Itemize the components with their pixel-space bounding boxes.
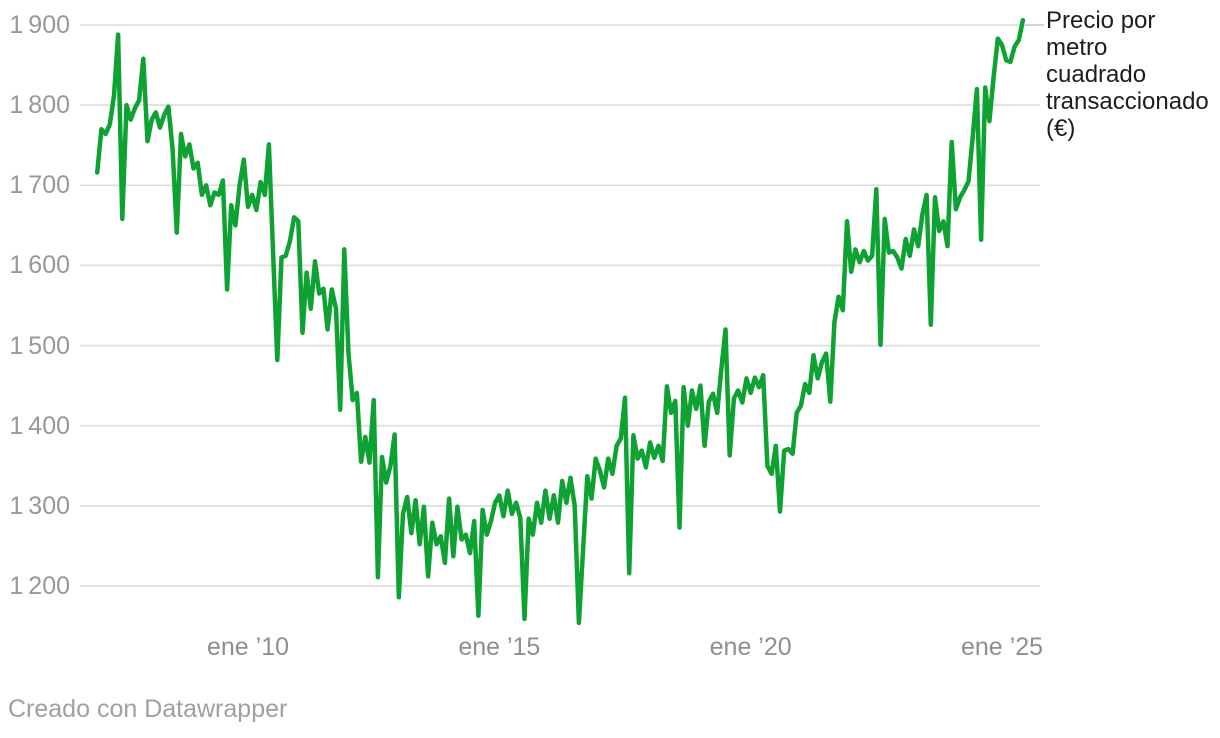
series-annotation: Precio por metro cuadrado transaccionado (€) bbox=[1046, 7, 1220, 142]
x-axis-tick-label: ene ’25 bbox=[960, 633, 1044, 661]
x-axis-tick-label: ene ’10 bbox=[206, 633, 290, 661]
x-axis-tick-label: ene ’15 bbox=[458, 633, 541, 661]
attribution-footer: Creado con Datawrapper bbox=[8, 695, 288, 723]
y-axis-tick-label: 1 300 bbox=[9, 491, 70, 520]
annotation-line: transaccionado bbox=[1046, 88, 1209, 115]
y-axis-tick-label: 1 400 bbox=[9, 411, 70, 440]
price-line-series bbox=[94, 17, 1026, 626]
annotation-line: cuadrado bbox=[1046, 61, 1147, 88]
y-axis-tick-label: 1 800 bbox=[9, 91, 70, 120]
annotation-line: metro bbox=[1046, 34, 1108, 61]
annotation-line: (€) bbox=[1046, 115, 1076, 142]
y-axis-tick-label: 1 700 bbox=[9, 171, 70, 200]
x-axis-tick-label: ene ’20 bbox=[709, 633, 792, 661]
y-axis-tick-label: 1 500 bbox=[9, 331, 70, 360]
y-axis-tick-label: 1 900 bbox=[9, 11, 70, 39]
y-axis-tick-label: 1 200 bbox=[9, 572, 70, 600]
annotation-line: Precio por bbox=[1046, 7, 1156, 34]
y-axis-tick-label: 1 600 bbox=[9, 251, 70, 280]
